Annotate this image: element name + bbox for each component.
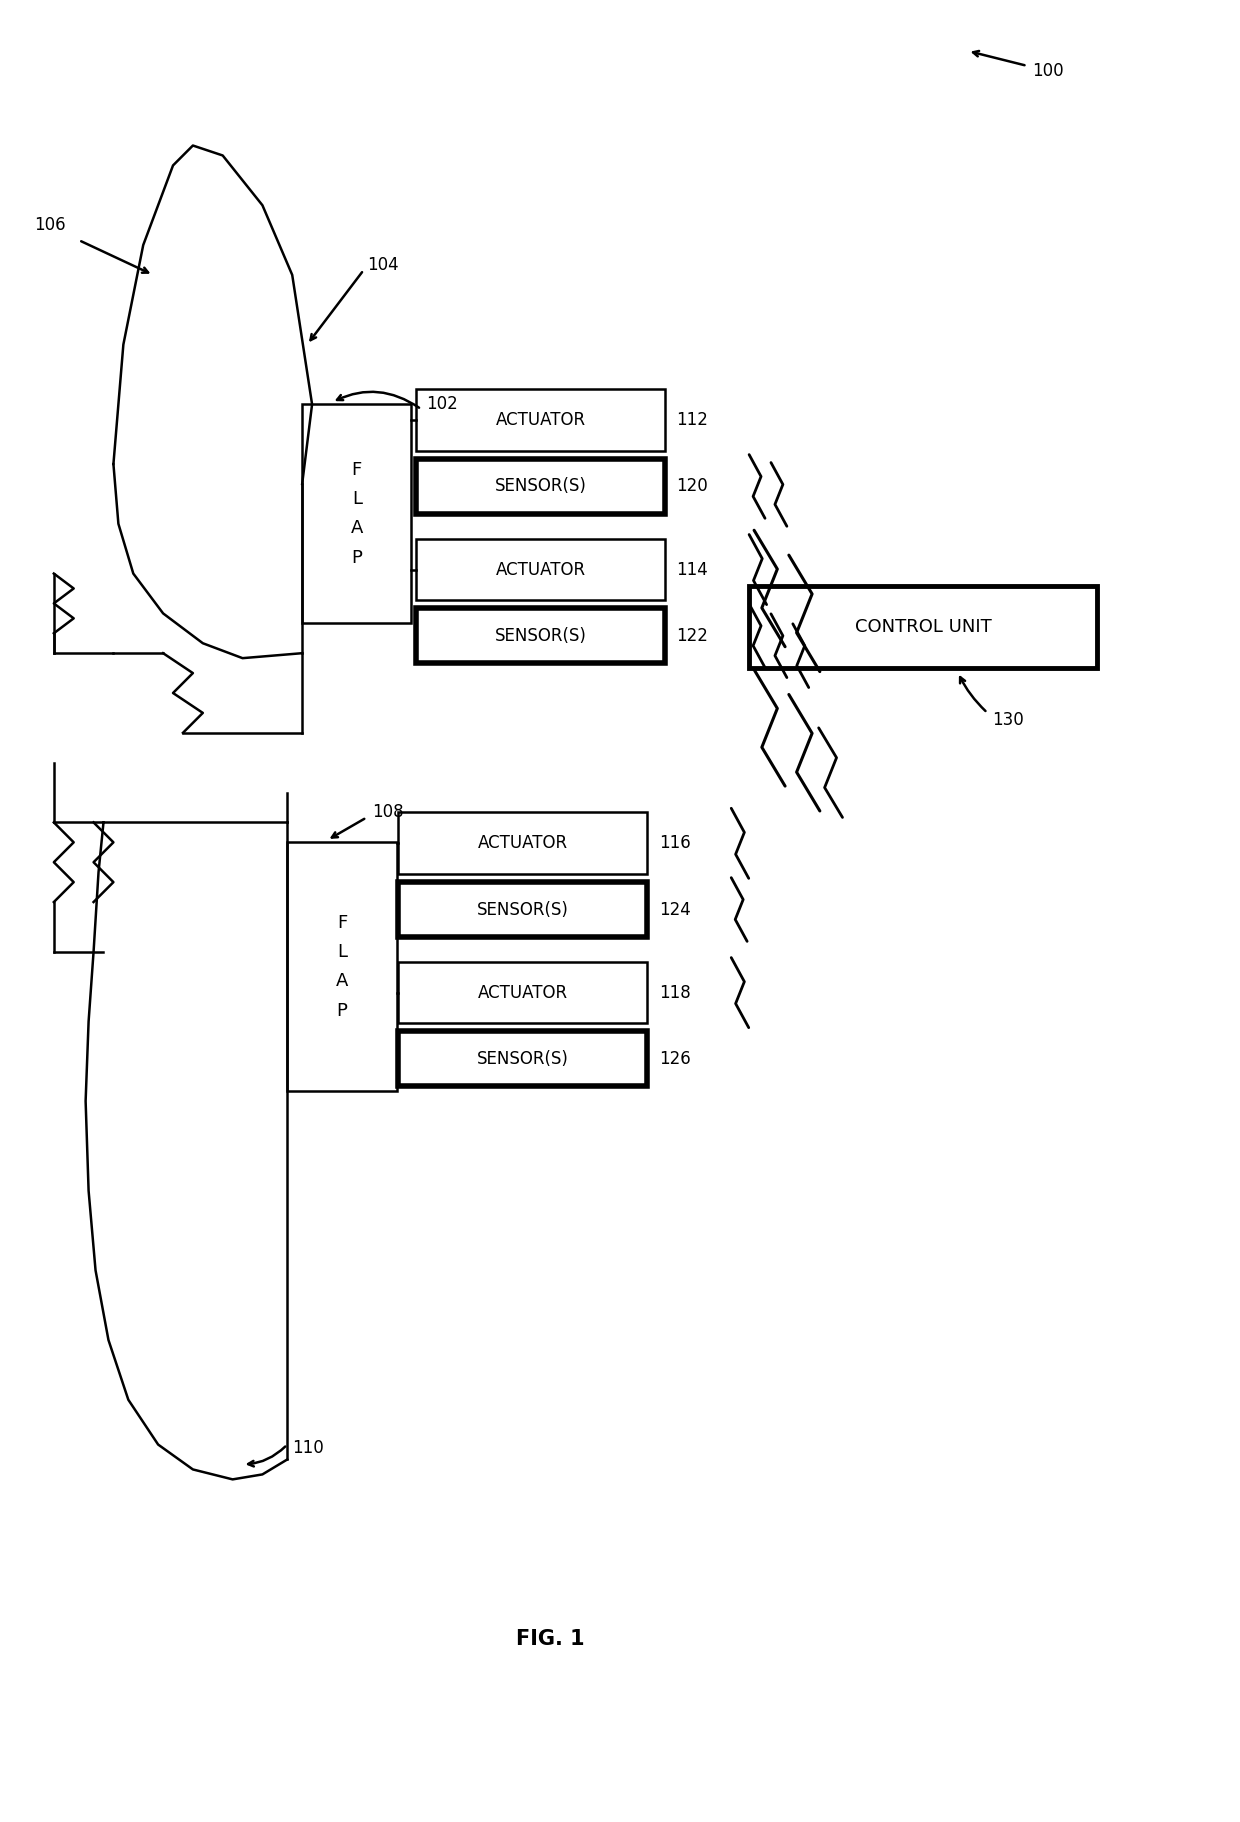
Text: FIG. 1: FIG. 1 (516, 1629, 585, 1649)
Text: ACTUATOR: ACTUATOR (477, 984, 568, 1002)
Text: SENSOR(S): SENSOR(S) (495, 477, 587, 496)
Bar (417, 459, 665, 514)
Bar (398, 962, 647, 1024)
Text: 100: 100 (1032, 62, 1064, 80)
Bar (398, 882, 647, 937)
Text: 120: 120 (677, 477, 708, 496)
Text: 110: 110 (293, 1439, 324, 1456)
Text: ACTUATOR: ACTUATOR (477, 834, 568, 853)
Text: 124: 124 (658, 900, 691, 918)
Text: 126: 126 (658, 1049, 691, 1068)
Bar (417, 390, 665, 452)
Bar (398, 813, 647, 875)
Bar (417, 609, 665, 663)
Text: 114: 114 (677, 561, 708, 579)
Bar (398, 1031, 647, 1086)
Text: 106: 106 (33, 217, 66, 235)
Text: 122: 122 (677, 627, 708, 645)
Bar (288, 842, 397, 1091)
Text: ACTUATOR: ACTUATOR (496, 412, 585, 430)
Text: 102: 102 (427, 395, 458, 414)
Text: 104: 104 (367, 255, 398, 273)
Text: SENSOR(S): SENSOR(S) (495, 627, 587, 645)
Text: 118: 118 (658, 984, 691, 1002)
Bar (749, 587, 1096, 669)
Bar (417, 539, 665, 601)
Text: 116: 116 (658, 834, 691, 853)
Text: 112: 112 (677, 412, 708, 430)
Bar (303, 404, 412, 623)
Text: F
L
A
P: F L A P (351, 461, 363, 567)
Text: F
L
A
P: F L A P (336, 915, 348, 1020)
Text: 130: 130 (992, 711, 1024, 729)
Text: CONTROL UNIT: CONTROL UNIT (854, 618, 991, 636)
Text: SENSOR(S): SENSOR(S) (476, 900, 569, 918)
Text: SENSOR(S): SENSOR(S) (476, 1049, 569, 1068)
Text: 108: 108 (372, 804, 403, 822)
Text: ACTUATOR: ACTUATOR (496, 561, 585, 579)
